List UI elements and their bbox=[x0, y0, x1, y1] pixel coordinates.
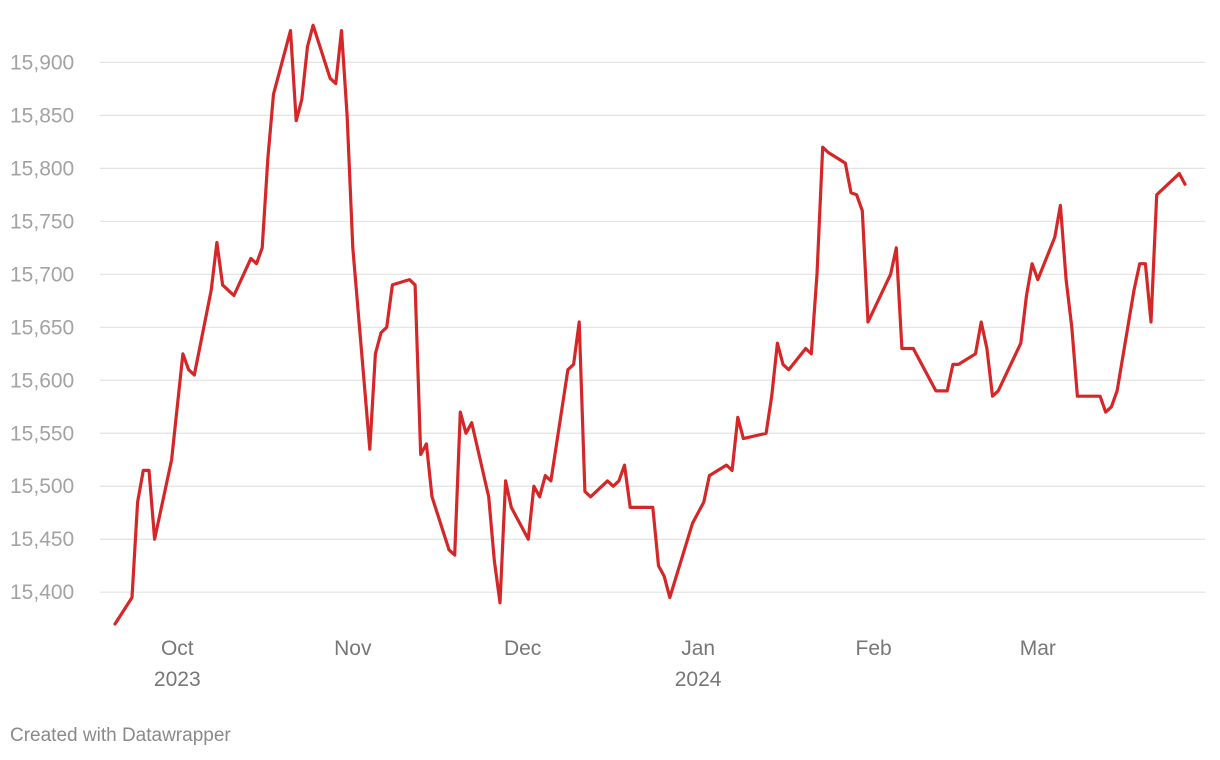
x-tick-label: Mar bbox=[1020, 637, 1056, 660]
y-tick-label: 15,900 bbox=[10, 51, 74, 74]
x-tick-label: Oct bbox=[161, 637, 194, 660]
y-tick-label: 15,700 bbox=[10, 263, 74, 286]
y-axis-ticks: 15,400 15,450 15,500 15,550 15,600 15,650 15,7… bbox=[10, 51, 74, 604]
x-tick-year-label: 2023 bbox=[154, 668, 201, 691]
x-tick-label: Feb bbox=[856, 637, 892, 660]
y-tick-label: 15,650 bbox=[10, 316, 74, 339]
x-tick-label: Dec bbox=[504, 637, 541, 660]
footer-credit: Created with Datawrapper bbox=[10, 725, 231, 746]
series-line bbox=[113, 23, 1187, 626]
x-tick-year-label: 2024 bbox=[675, 668, 722, 691]
series-layer bbox=[113, 23, 1187, 626]
line-chart: 15,400 15,450 15,500 15,550 15,600 15,650 15,7… bbox=[10, 23, 1205, 691]
x-tick-label: Jan bbox=[681, 637, 715, 660]
y-tick-label: 15,750 bbox=[10, 210, 74, 233]
y-tick-label: 15,500 bbox=[10, 475, 74, 498]
y-tick-label: 15,850 bbox=[10, 104, 74, 127]
y-tick-label: 15,550 bbox=[10, 422, 74, 445]
y-tick-label: 15,400 bbox=[10, 581, 74, 604]
y-tick-label: 15,450 bbox=[10, 528, 74, 551]
y-tick-label: 15,600 bbox=[10, 369, 74, 392]
y-tick-label: 15,800 bbox=[10, 157, 74, 180]
x-tick-label: Nov bbox=[334, 637, 372, 660]
gridlines bbox=[100, 61, 1205, 593]
x-axis-ticks: Oct 2023 Nov Dec Jan 2024 Feb Mar bbox=[154, 637, 1056, 691]
